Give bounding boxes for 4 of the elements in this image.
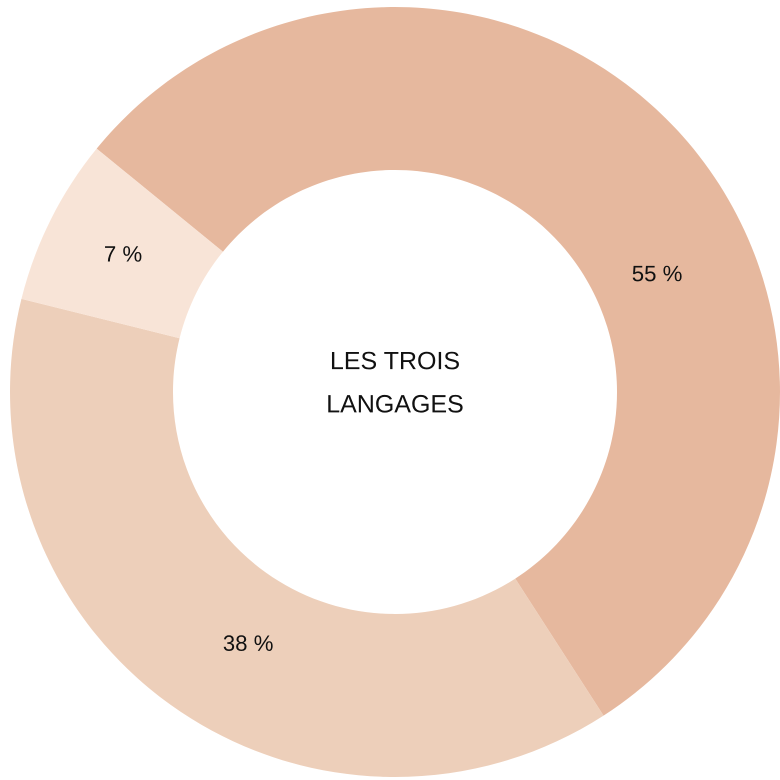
data-label: 7 % <box>105 246 142 262</box>
data-label: 38 % <box>224 635 273 652</box>
data-label: 55 % <box>632 266 682 282</box>
text: LES TROIS LANGAGES <box>328 352 463 413</box>
